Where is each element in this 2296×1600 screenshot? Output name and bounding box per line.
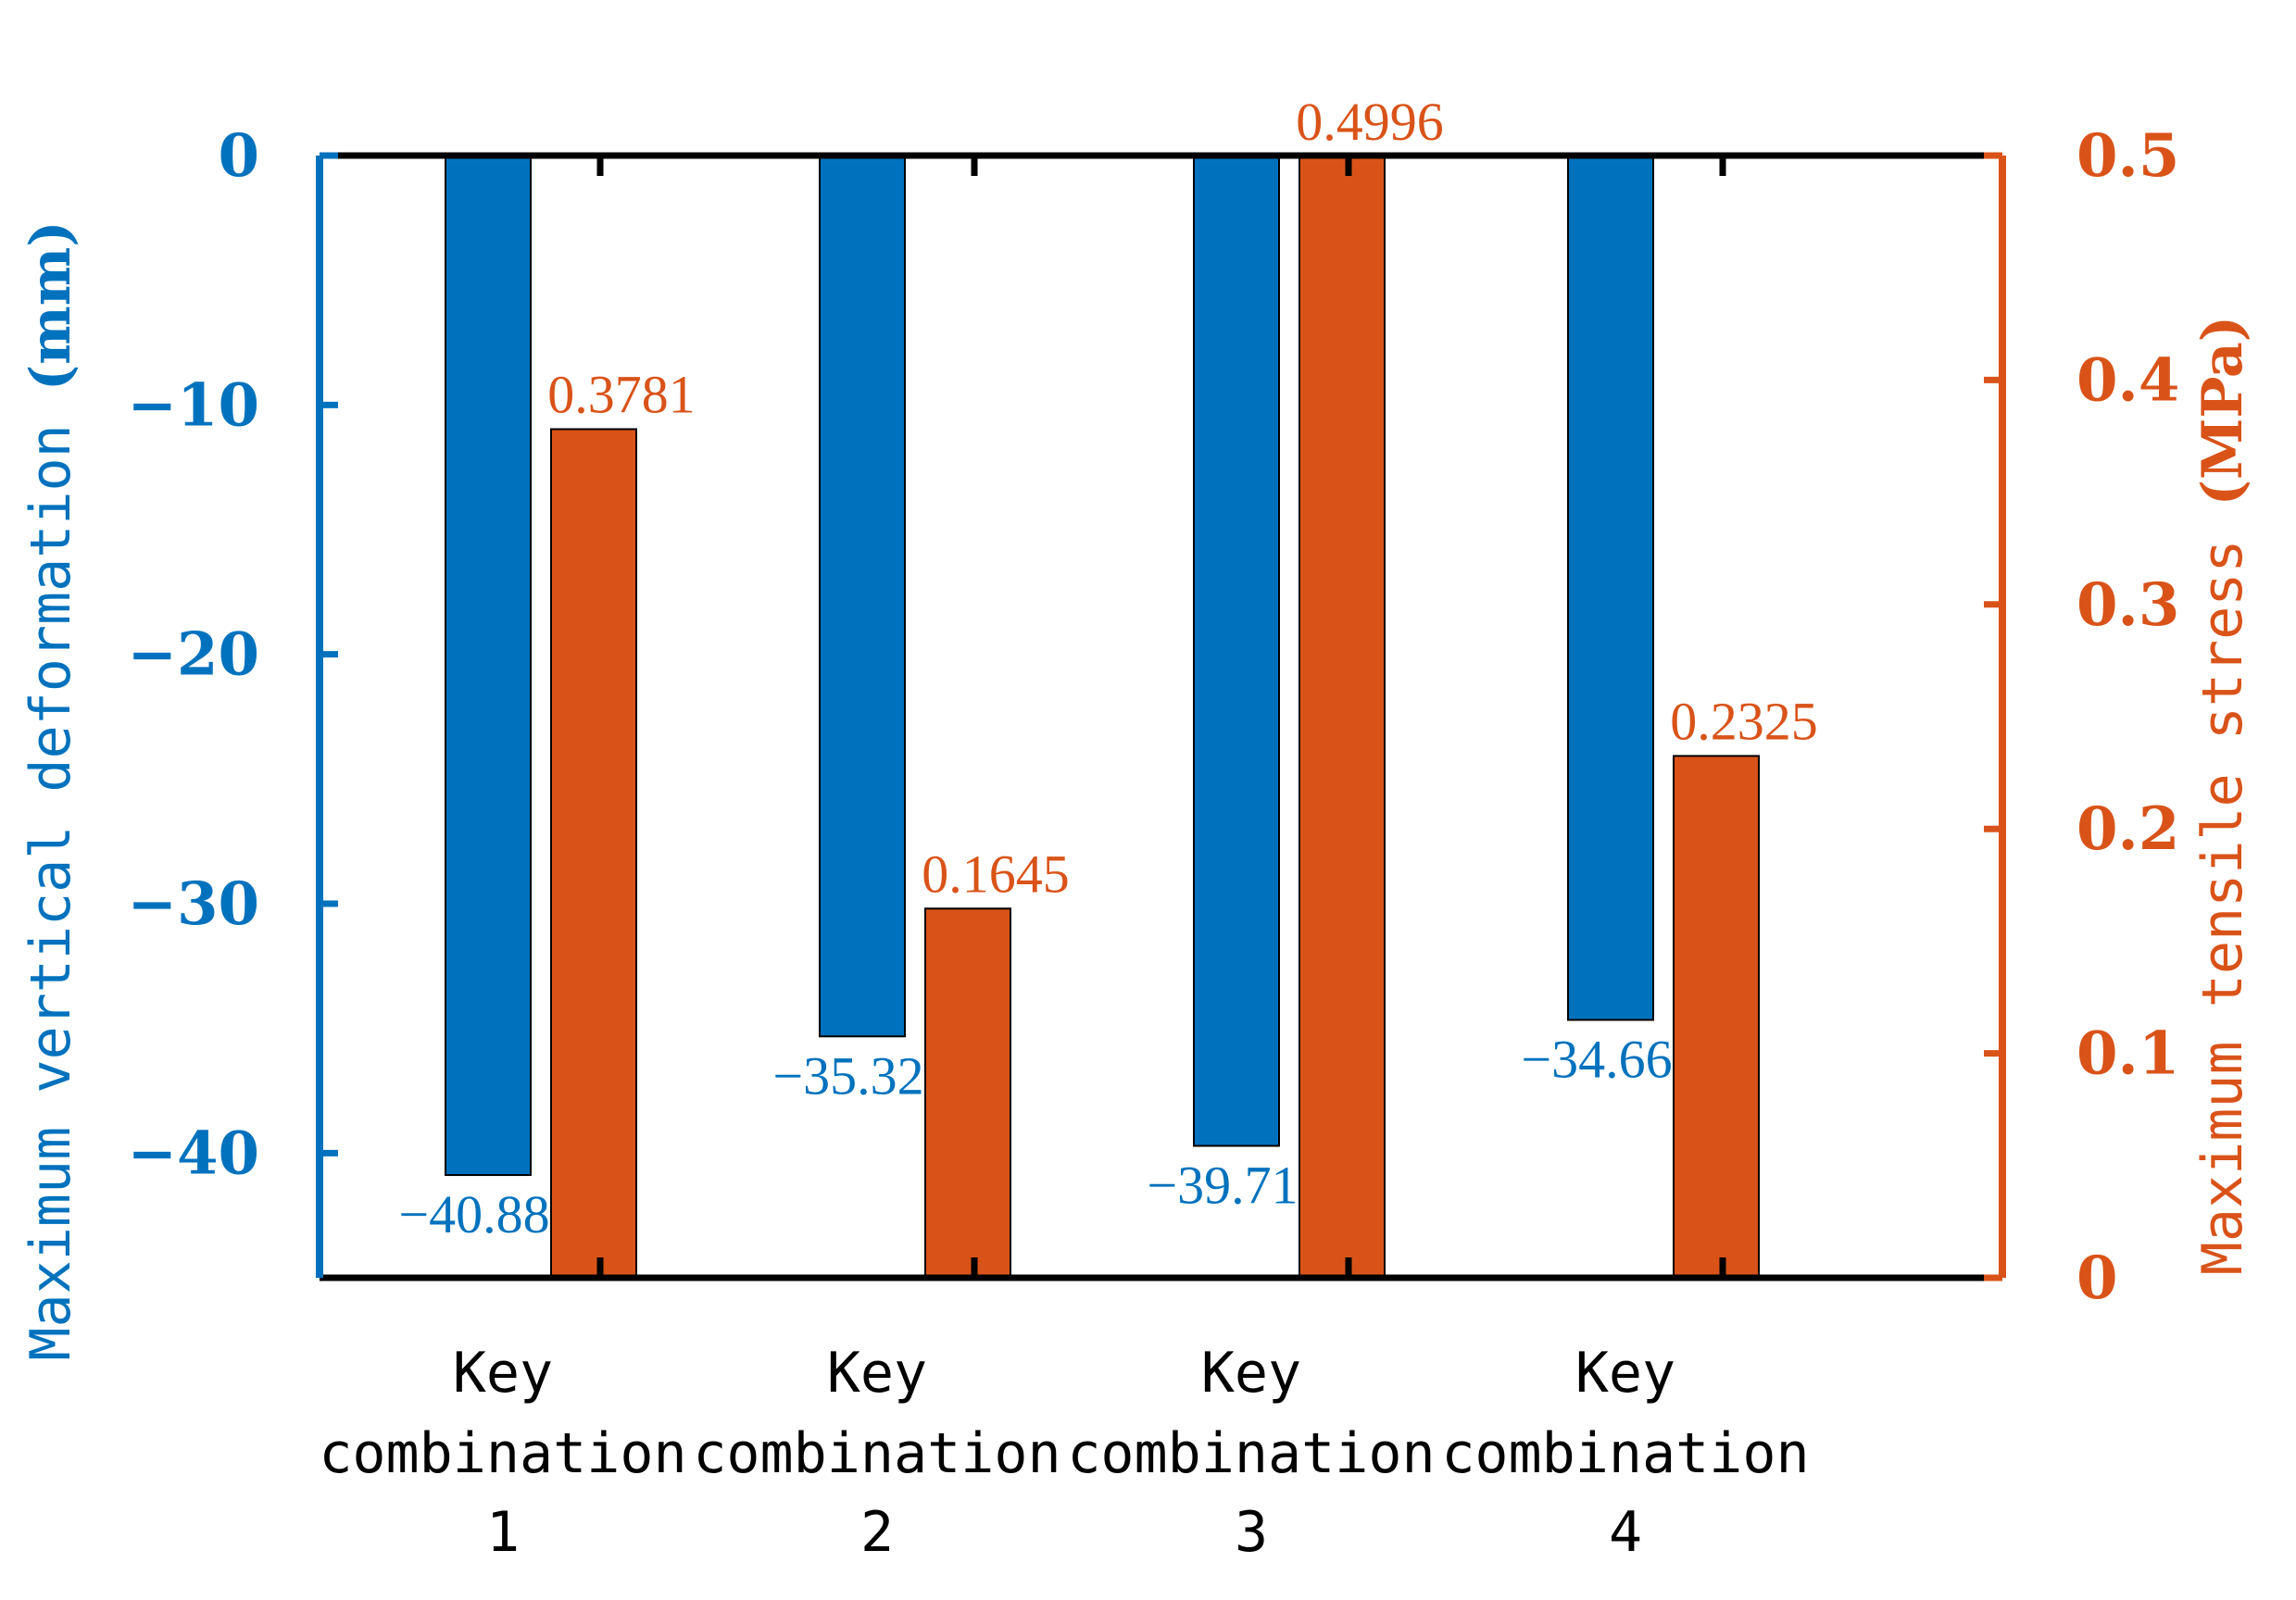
data-label-deformation-1: −40.88 bbox=[398, 1184, 549, 1244]
left-tick-label-4: −40 bbox=[127, 1119, 259, 1188]
category-label-1-line-2: combination bbox=[319, 1421, 686, 1486]
left-tick-label-1: −10 bbox=[127, 370, 259, 440]
category-label-4-line-3: 4 bbox=[1609, 1500, 1642, 1565]
left-tick-label-0: 0 bbox=[218, 121, 259, 191]
data-label-stress-2: 0.1645 bbox=[922, 844, 1070, 904]
right-axis-title-name: Maximum tensile stress bbox=[2190, 506, 2255, 1275]
right-tick-label-1: 0.1 bbox=[2076, 1019, 2179, 1089]
data-label-stress-4: 0.2325 bbox=[1670, 691, 1818, 751]
category-label-2-line-1: Key bbox=[827, 1341, 927, 1406]
right-tick-label-3: 0.3 bbox=[2076, 570, 2179, 640]
data-label-stress-1: 0.3781 bbox=[547, 364, 696, 424]
data-label-stress-3: 0.4996 bbox=[1296, 92, 1444, 152]
category-label-4-line-1: Key bbox=[1575, 1341, 1675, 1406]
category-label-4-line-2: combination bbox=[1441, 1421, 1809, 1486]
bar-deformation-4 bbox=[1567, 155, 1654, 1021]
left-tick-label-3: −30 bbox=[127, 869, 259, 939]
left-axis-title-name: Maximum vertical deformation bbox=[19, 391, 83, 1361]
bar-stress-1 bbox=[550, 428, 637, 1279]
category-label-3-line-3: 3 bbox=[1235, 1500, 1268, 1565]
left-tick-label-2: −20 bbox=[127, 620, 259, 690]
data-label-deformation-3: −39.71 bbox=[1147, 1156, 1298, 1216]
right-axis-title: Maximum tensile stress (MPa) bbox=[2190, 316, 2255, 1275]
category-label-3-line-1: Key bbox=[1201, 1341, 1301, 1406]
bar-stress-2 bbox=[924, 907, 1011, 1279]
right-axis-title-unit: (MPa) bbox=[2190, 316, 2255, 506]
bar-stress-4 bbox=[1673, 755, 1760, 1279]
category-label-2-line-2: combination bbox=[693, 1421, 1060, 1486]
data-label-deformation-4: −34.66 bbox=[1521, 1030, 1672, 1090]
bar-deformation-1 bbox=[445, 155, 532, 1177]
category-label-1-line-3: 1 bbox=[486, 1500, 520, 1565]
left-axis-title-unit: (mm) bbox=[19, 220, 83, 391]
bar-stress-3 bbox=[1299, 155, 1386, 1279]
category-label-2-line-3: 2 bbox=[860, 1500, 894, 1565]
right-tick-label-5: 0.5 bbox=[2076, 121, 2179, 191]
bar-deformation-3 bbox=[1193, 155, 1280, 1147]
category-label-3-line-2: combination bbox=[1067, 1421, 1435, 1486]
left-axis-title: Maximum vertical deformation (mm) bbox=[19, 220, 83, 1360]
right-tick-label-0: 0 bbox=[2076, 1244, 2118, 1313]
right-tick-label-2: 0.2 bbox=[2076, 794, 2179, 864]
right-tick-label-4: 0.4 bbox=[2076, 345, 2179, 415]
category-label-1-line-1: Key bbox=[453, 1341, 553, 1406]
data-label-deformation-2: −35.32 bbox=[772, 1045, 923, 1106]
bar-deformation-2 bbox=[819, 155, 906, 1038]
